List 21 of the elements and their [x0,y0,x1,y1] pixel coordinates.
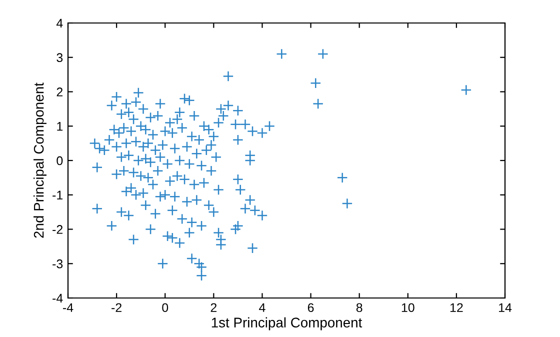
x-tick-label: 4 [259,303,266,312]
x-tick-label: 10 [402,303,414,312]
x-tick-label: 0 [162,303,168,312]
x-tick-label: 8 [356,303,362,312]
y-tick-label: -3 [52,259,63,268]
x-tick-label: 6 [308,303,314,312]
x-tick-label: 12 [450,303,463,312]
y-axis-title: 2nd Principal Component [34,82,46,238]
y-tick-label: 2 [56,88,63,96]
y-tick-label: 1 [57,122,63,131]
x-tick-label: 14 [499,303,512,312]
x-tick-label: -2 [112,303,122,312]
y-tick-label: 4 [56,18,63,28]
x-axis-title: 1st Principal Component [212,317,362,330]
y-tick-label: -4 [52,294,63,303]
y-tick-label: -2 [52,225,63,234]
x-tick-label: 2 [210,303,217,312]
y-tick-label: -1 [52,190,63,200]
y-tick-label: 0 [56,156,63,166]
x-tick-label: -4 [63,303,74,312]
y-tick-label: 3 [56,53,63,62]
